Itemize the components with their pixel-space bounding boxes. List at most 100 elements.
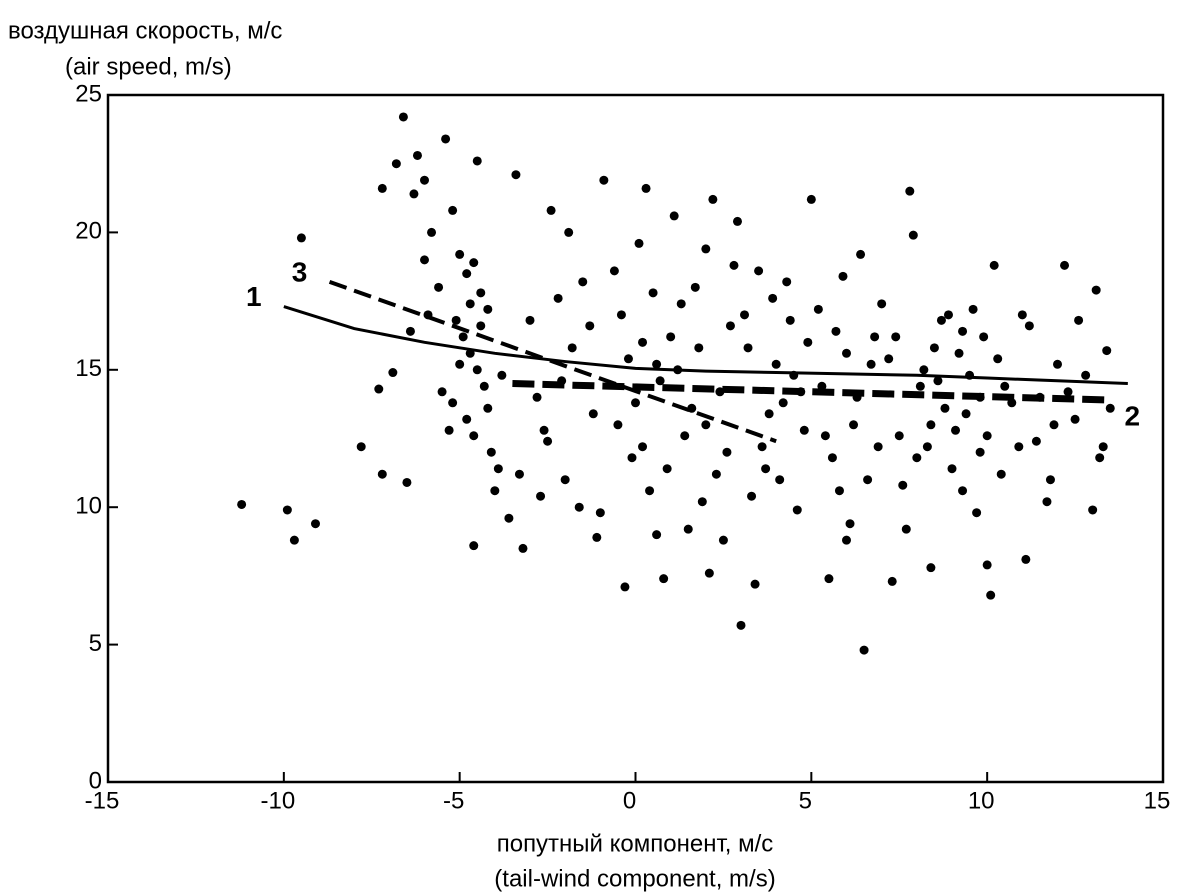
point	[887, 576, 897, 586]
point	[1098, 442, 1108, 452]
point	[1063, 387, 1073, 397]
point	[553, 293, 563, 303]
point	[782, 277, 792, 287]
point	[1031, 436, 1041, 446]
y-tick-label: 20	[75, 218, 102, 245]
point	[409, 189, 419, 199]
point	[627, 453, 637, 463]
point	[683, 524, 693, 534]
point	[1014, 442, 1024, 452]
point	[701, 244, 711, 254]
point	[1000, 381, 1010, 391]
point	[377, 183, 387, 193]
point	[458, 332, 468, 342]
point	[462, 269, 472, 279]
point	[771, 359, 781, 369]
point	[402, 477, 412, 487]
point	[754, 266, 764, 276]
point	[775, 475, 785, 485]
point	[943, 310, 953, 320]
point	[641, 183, 651, 193]
point	[374, 384, 384, 394]
point	[690, 282, 700, 292]
point	[1042, 497, 1052, 507]
point	[701, 420, 711, 430]
point	[574, 502, 584, 512]
point	[996, 469, 1006, 479]
point	[842, 348, 851, 358]
x-tick-label: -5	[443, 787, 464, 814]
point	[849, 420, 859, 430]
point	[947, 464, 957, 474]
point	[441, 134, 451, 144]
point	[870, 332, 880, 342]
x-tick-label: -15	[85, 787, 120, 814]
point	[511, 170, 521, 180]
point	[588, 409, 598, 419]
point	[732, 216, 742, 226]
point	[866, 359, 876, 369]
point	[652, 359, 662, 369]
point	[427, 227, 437, 237]
point	[989, 260, 999, 270]
point	[437, 387, 447, 397]
point	[824, 574, 834, 584]
point	[483, 304, 493, 314]
point	[993, 354, 1003, 364]
point	[831, 326, 841, 336]
point	[479, 381, 489, 391]
point	[455, 249, 465, 259]
point	[968, 304, 978, 314]
y-tick-label: 5	[89, 630, 102, 657]
point	[567, 343, 577, 353]
x-tick-label: 10	[968, 787, 995, 814]
point	[296, 233, 306, 243]
point	[1017, 310, 1027, 320]
point	[708, 194, 718, 204]
point	[785, 315, 795, 325]
point	[666, 332, 676, 342]
point	[687, 403, 697, 413]
point	[764, 409, 774, 419]
point	[377, 469, 387, 479]
point	[620, 582, 630, 592]
point	[877, 299, 887, 309]
point	[631, 398, 640, 408]
point	[462, 414, 472, 424]
point	[448, 205, 458, 215]
point	[803, 337, 813, 347]
point	[1091, 285, 1101, 295]
point	[455, 359, 465, 369]
point	[497, 370, 507, 380]
point	[592, 532, 602, 542]
point	[444, 425, 454, 435]
point	[525, 315, 535, 325]
point	[1060, 260, 1070, 270]
point	[237, 499, 247, 509]
point	[391, 159, 401, 169]
fit-line	[283, 305, 1128, 386]
point	[638, 337, 648, 347]
point	[578, 277, 588, 287]
point	[954, 348, 964, 358]
point	[915, 381, 925, 391]
point	[778, 398, 788, 408]
point	[813, 304, 823, 314]
point	[1095, 453, 1105, 463]
point	[958, 326, 968, 336]
point	[884, 354, 894, 364]
point	[842, 535, 851, 545]
line-label: 3	[292, 256, 308, 287]
point	[905, 186, 915, 196]
point	[873, 442, 883, 452]
point	[1102, 346, 1112, 356]
point	[543, 436, 553, 446]
point	[448, 398, 458, 408]
y-tick-label: 15	[75, 355, 102, 382]
point	[1088, 505, 1098, 515]
point	[922, 442, 932, 452]
y-axis-label: (air speed, m/s)	[65, 53, 232, 80]
point	[926, 563, 936, 573]
x-tick-label: 15	[1144, 787, 1171, 814]
